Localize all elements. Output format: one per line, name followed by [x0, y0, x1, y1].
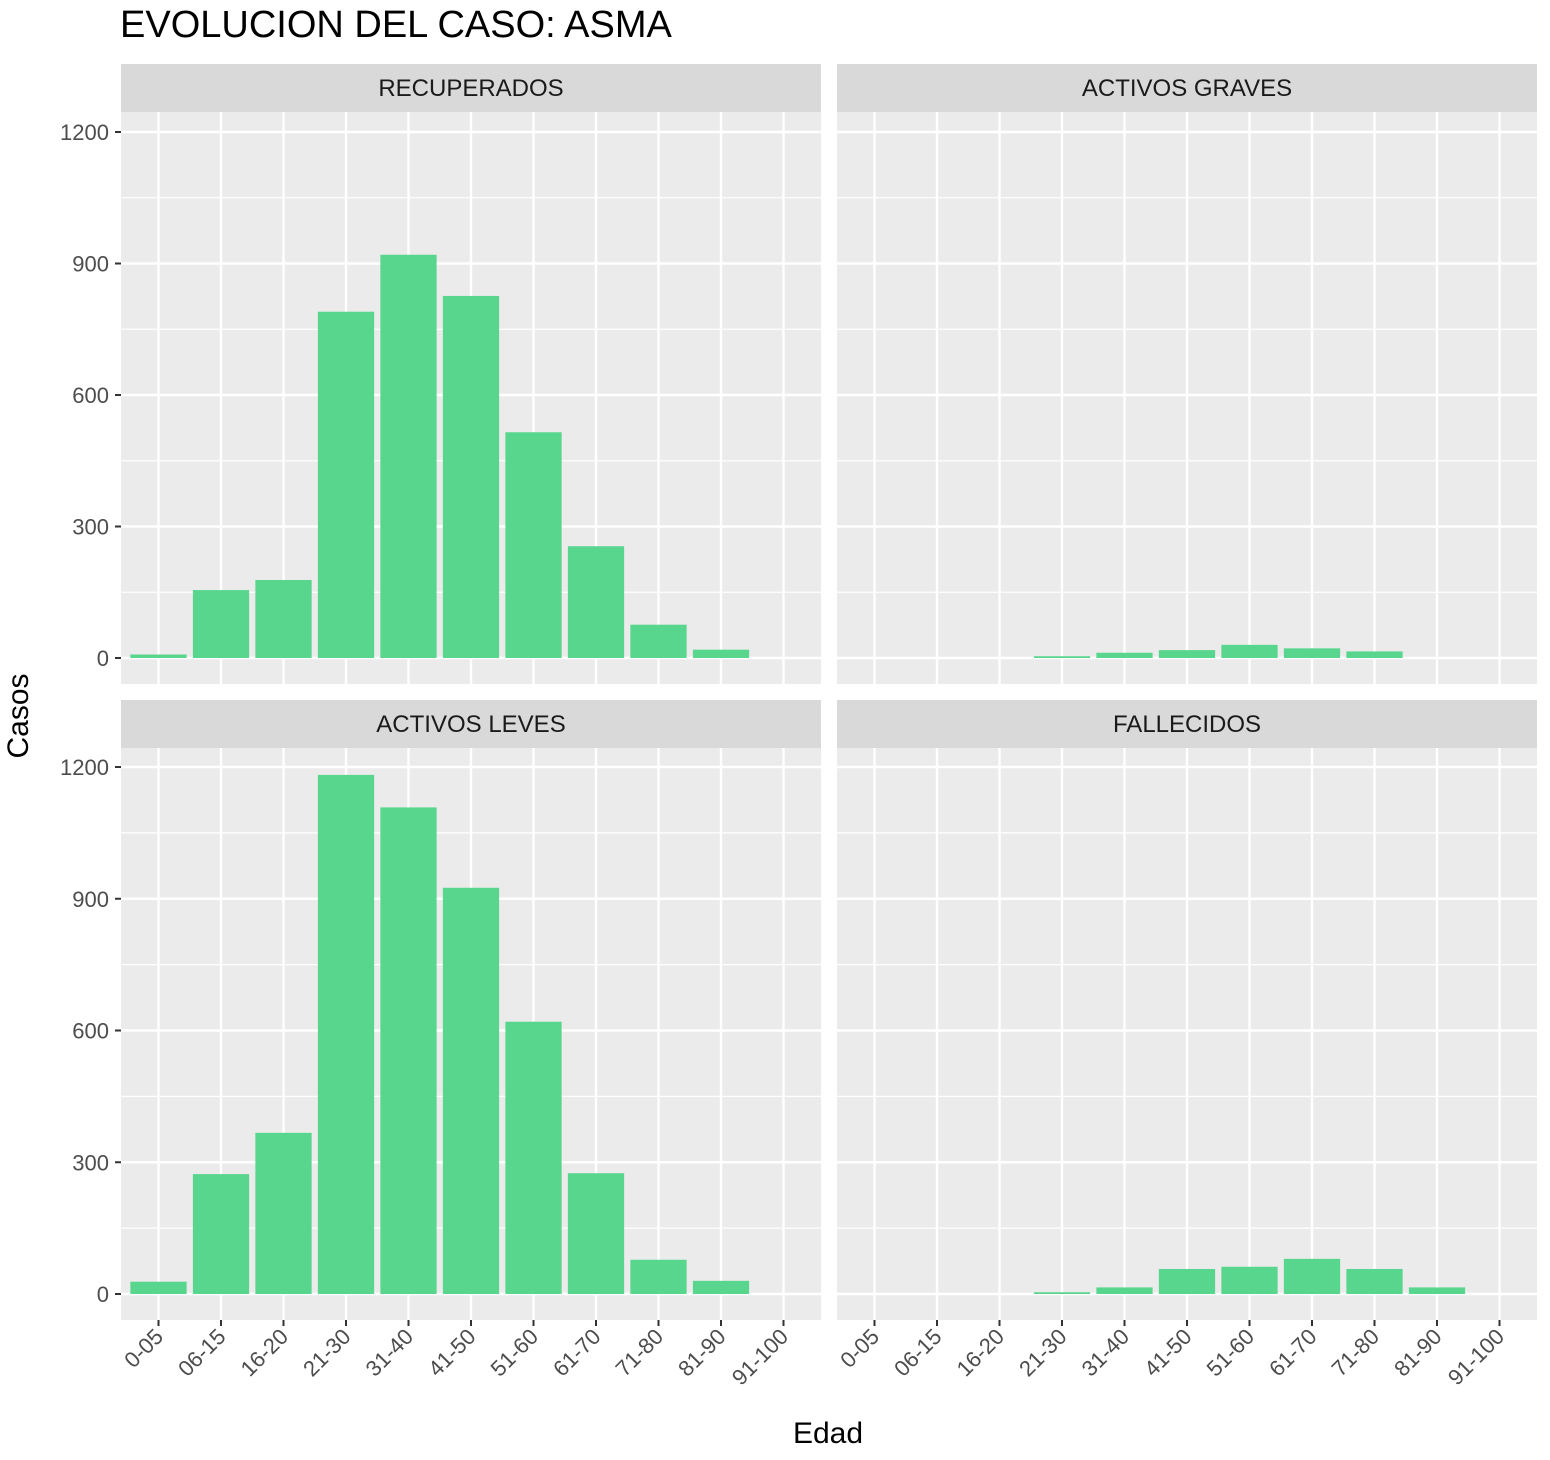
bar-activos-graves-71-80 [1346, 651, 1403, 658]
bar-activos-graves-41-50 [1158, 650, 1216, 658]
bar-fallecidos-21-30 [1033, 1292, 1091, 1294]
panel-fallecidos: FALLECIDOS 0-05 06-15 16-20 21-30 31-40 41-50 5… [835, 700, 1537, 1390]
bar-activos-leves-61-70 [567, 1173, 625, 1294]
strip-recuperados [121, 64, 821, 112]
strip-activos-leves [121, 700, 821, 748]
bar-recuperados-31-40 [380, 254, 437, 658]
bar-fallecidos-51-60 [1221, 1266, 1278, 1294]
y-tick-label: 900 [72, 252, 109, 277]
bar-activos-leves-06-15 [192, 1174, 250, 1294]
bar-recuperados-06-15 [192, 590, 250, 658]
bar-recuperados-21-30 [317, 311, 375, 658]
strip-label: ACTIVOS LEVES [376, 711, 565, 738]
x-tick-label: 16-20 [236, 1324, 293, 1381]
bar-fallecidos-71-80 [1346, 1268, 1403, 1294]
x-tick-label: 91-100 [1443, 1324, 1509, 1390]
bar-fallecidos-81-90 [1408, 1287, 1466, 1294]
x-tick-label: 51-60 [486, 1324, 543, 1381]
bar-activos-leves-41-50 [442, 887, 500, 1294]
x-tick-label: 41-50 [1139, 1324, 1196, 1381]
bar-recuperados-0-05 [130, 654, 187, 658]
bar-activos-graves-31-40 [1096, 652, 1153, 658]
bar-activos-leves-16-20 [255, 1132, 312, 1294]
bar-fallecidos-31-40 [1096, 1287, 1153, 1294]
strip-label: FALLECIDOS [1113, 711, 1261, 738]
x-tick-label: 16-20 [952, 1324, 1009, 1381]
bar-activos-graves-21-30 [1033, 656, 1091, 658]
strip-label: RECUPERADOS [378, 75, 563, 102]
strip-fallecidos [837, 700, 1537, 748]
x-tick-label: 21-30 [298, 1324, 355, 1381]
x-tick-label: 06-15 [889, 1324, 946, 1381]
bar-activos-leves-0-05 [130, 1281, 187, 1294]
y-tick-label: 1200 [60, 755, 109, 780]
y-tick-label: 900 [72, 887, 109, 912]
bar-recuperados-16-20 [255, 579, 312, 658]
bar-recuperados-71-80 [630, 624, 687, 658]
panel-recuperados: RECUPERADOS 0 300 600 900 1200 [60, 64, 821, 684]
x-tick-label: 51-60 [1202, 1324, 1259, 1381]
bar-activos-leves-31-40 [380, 807, 437, 1294]
y-tick-label: 0 [97, 646, 109, 671]
y-tick-label: 600 [72, 383, 109, 408]
x-tick-label: 71-80 [1327, 1324, 1384, 1381]
x-tick-label: 0-05 [835, 1324, 884, 1373]
bar-fallecidos-61-70 [1283, 1258, 1341, 1294]
y-tick-label: 300 [72, 515, 109, 540]
y-tick-label: 0 [97, 1282, 109, 1307]
bar-recuperados-51-60 [505, 432, 562, 658]
y-axis-title: Casos [2, 673, 35, 758]
bar-recuperados-61-70 [567, 546, 625, 658]
bar-activos-graves-61-70 [1283, 648, 1341, 658]
bar-activos-graves-51-60 [1221, 644, 1278, 658]
bar-activos-leves-51-60 [505, 1021, 562, 1294]
bar-fallecidos-41-50 [1158, 1268, 1216, 1294]
bar-activos-leves-21-30 [317, 774, 375, 1294]
x-tick-label: 0-05 [119, 1324, 168, 1373]
x-tick-label: 71-80 [611, 1324, 668, 1381]
strip-activos-graves [837, 64, 1537, 112]
y-tick-label: 1200 [60, 120, 109, 145]
x-axis-title: Edad [793, 1417, 863, 1450]
y-tick-label: 600 [72, 1019, 109, 1044]
x-tick-label: 81-90 [1389, 1324, 1446, 1381]
x-tick-label: 91-100 [727, 1324, 793, 1390]
panels-layer: RECUPERADOS 0 300 600 900 1200 ACTIVOS GRAVES A… [60, 64, 1537, 1390]
y-tick-label: 300 [72, 1150, 109, 1175]
panel-activos-graves: ACTIVOS GRAVES [837, 64, 1537, 684]
bar-recuperados-41-50 [442, 295, 500, 658]
bar-activos-leves-71-80 [630, 1259, 687, 1294]
x-tick-label: 61-70 [548, 1324, 605, 1381]
x-tick-label: 41-50 [423, 1324, 480, 1381]
x-tick-label: 06-15 [173, 1324, 230, 1381]
x-tick-label: 21-30 [1014, 1324, 1071, 1381]
strip-label: ACTIVOS GRAVES [1082, 75, 1292, 102]
bar-activos-leves-81-90 [692, 1280, 750, 1294]
x-tick-label: 31-40 [1077, 1324, 1134, 1381]
panel-activos-leves: ACTIVOS LEVES 0 300 600 900 1200 0-05 06-15 16-2… [60, 700, 821, 1390]
bar-recuperados-81-90 [692, 649, 750, 658]
x-tick-label: 61-70 [1264, 1324, 1321, 1381]
x-tick-label: 31-40 [361, 1324, 418, 1381]
x-tick-label: 81-90 [673, 1324, 730, 1381]
chart-title: EVOLUCION DEL CASO: ASMA [120, 4, 672, 46]
